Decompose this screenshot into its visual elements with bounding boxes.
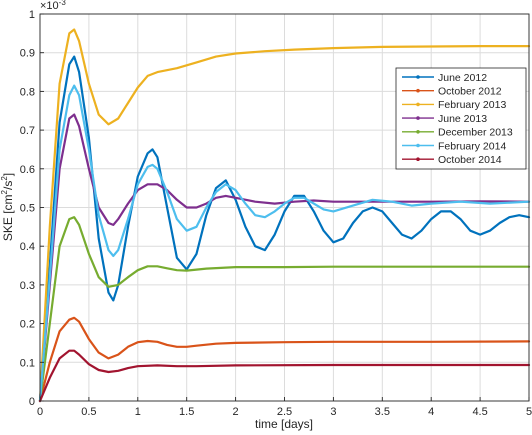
legend-label: December 2013 <box>438 127 513 139</box>
y-tick-label: 0.4 <box>20 241 35 253</box>
series-line-3 <box>38 28 531 403</box>
series-line-2 <box>38 316 531 403</box>
series-lines <box>38 28 531 403</box>
legend-marker <box>416 130 420 134</box>
x-tick-label: 4 <box>428 406 434 418</box>
y-axis-ticks: 0 0.1 0.2 0.3 0.4 0.5 0.6 0.7 0.8 0.9 1 <box>20 9 44 408</box>
series-line-1 <box>38 55 531 403</box>
legend-label: February 2013 <box>438 99 506 111</box>
y-tick-label: 0.3 <box>20 280 35 292</box>
y-tick-label: 0 <box>29 396 35 408</box>
x-tick-label: 5 <box>526 406 532 418</box>
x-tick-label: 3.5 <box>375 406 390 418</box>
y-axis-label: SKE [cm2/s2] <box>0 173 15 241</box>
y-axis-multiplier: ×10-3 <box>40 0 66 12</box>
legend-label: February 2014 <box>438 140 506 152</box>
x-tick-label: 1 <box>135 406 141 418</box>
x-tick-label: 2.5 <box>277 406 292 418</box>
legend-marker <box>416 102 420 107</box>
x-tick-label: 3 <box>330 406 336 418</box>
series-line-6 <box>38 84 531 403</box>
legend-marker <box>416 88 420 93</box>
x-axis-ticks: 0 0.5 1 1.5 2 2.5 3 3.5 4 4.5 5 <box>37 397 532 418</box>
y-tick-label: 0.7 <box>20 125 35 137</box>
x-tick-label: 0.5 <box>81 406 96 418</box>
y-tick-label: 0.1 <box>20 357 35 369</box>
legend-label: June 2012 <box>438 72 487 84</box>
legend-label: June 2013 <box>438 113 487 125</box>
y-tick-label: 0.8 <box>20 86 35 98</box>
y-tick-label: 0.5 <box>20 203 35 215</box>
legend-marker <box>416 116 420 120</box>
series-line-7 <box>38 349 531 403</box>
x-tick-label: 2 <box>233 406 239 418</box>
x-tick-label: 4.5 <box>472 406 487 418</box>
legend-marker <box>416 143 420 148</box>
legend-label: October 2012 <box>438 86 502 98</box>
x-axis-label: time [days] <box>255 417 313 431</box>
y-tick-label: 0.9 <box>20 48 35 60</box>
x-tick-label: 1.5 <box>179 406 194 418</box>
series-line-5 <box>38 216 531 403</box>
legend-marker <box>416 75 420 79</box>
legend-label: October 2014 <box>438 154 502 166</box>
y-tick-label: 0.2 <box>20 319 35 331</box>
legend-marker <box>416 157 420 161</box>
x-tick-label: 0 <box>37 406 43 418</box>
y-tick-label: 0.6 <box>20 164 35 176</box>
y-tick-label: 1 <box>29 9 35 21</box>
